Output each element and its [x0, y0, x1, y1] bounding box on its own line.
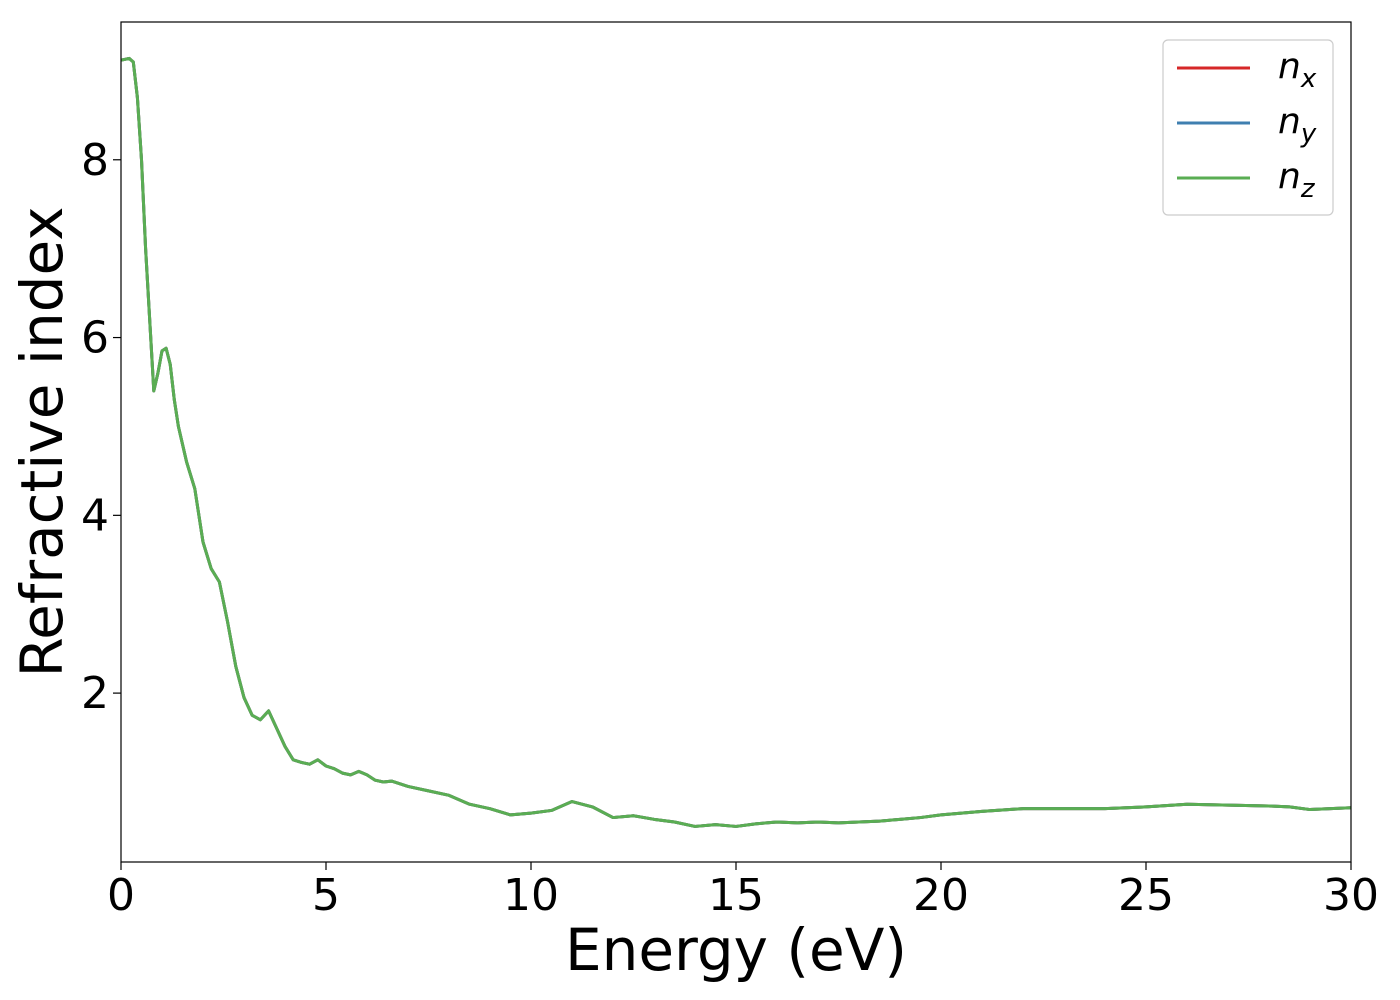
y-tick-label: 8 — [81, 135, 109, 186]
y-tick-label: 4 — [81, 490, 109, 541]
x-tick-label: 0 — [107, 870, 135, 921]
x-tick-label: 20 — [913, 870, 969, 921]
y-axis-label: Refractive index — [8, 206, 76, 677]
y-tick-label: 6 — [81, 313, 109, 364]
legend-label-z: nz — [1278, 156, 1316, 204]
x-tick-label: 25 — [1118, 870, 1174, 921]
x-tick-label: 5 — [312, 870, 340, 921]
legend: nx ny nz — [1162, 39, 1334, 216]
series-layer — [121, 56, 1351, 828]
legend-label-x: nx — [1278, 46, 1317, 94]
legend-label-y: ny — [1278, 101, 1317, 149]
series-line-z — [121, 56, 1351, 828]
legend-box — [1162, 39, 1334, 216]
x-axis-label: Energy (eV) — [565, 916, 907, 984]
x-tick-label: 30 — [1323, 870, 1379, 921]
x-tick-label: 10 — [503, 870, 559, 921]
y-tick-label: 2 — [81, 668, 109, 719]
ticks-layer: 0 5 10 15 20 25 30 2 4 6 8 — [81, 135, 1379, 921]
x-tick-label: 15 — [708, 870, 764, 921]
